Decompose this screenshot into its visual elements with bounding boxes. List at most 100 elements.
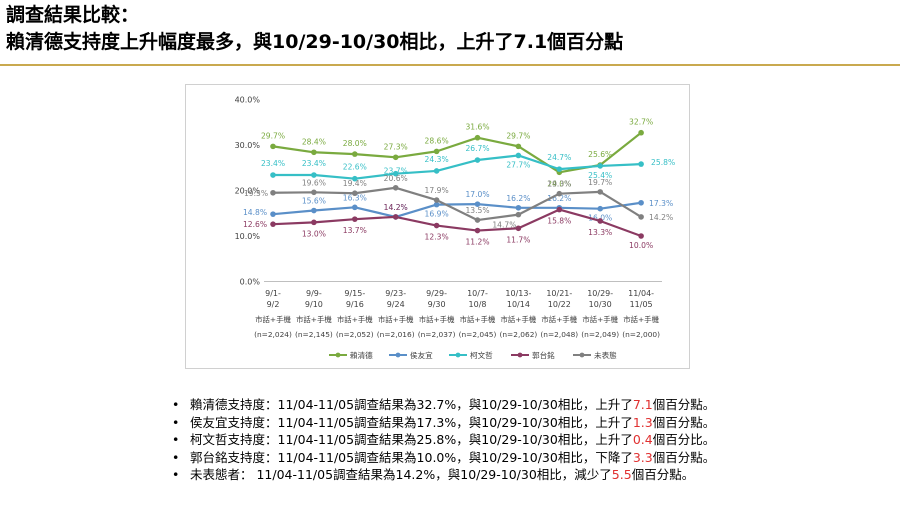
title-divider xyxy=(0,64,900,66)
series-line xyxy=(272,131,642,174)
data-label: 13.3% xyxy=(588,228,612,237)
data-label: 11.7% xyxy=(506,235,530,244)
data-point xyxy=(270,189,276,196)
title-line-1: 調查結果比較： xyxy=(6,4,140,26)
data-point xyxy=(311,207,317,214)
data-point xyxy=(392,154,399,161)
x-tick-label: 10/21- xyxy=(546,289,572,298)
x-tick-label: (n=2,048) xyxy=(540,330,578,339)
title-line-2: 賴清德支持度上升幅度最多，與10/29-10/30相比，上升了7.1個百分點 xyxy=(6,31,624,53)
data-label: 10.0% xyxy=(629,241,653,250)
x-tick-label: 市話+手機 xyxy=(460,315,496,324)
data-point xyxy=(638,214,644,220)
data-label: 13.5% xyxy=(465,206,489,215)
x-tick-label: 9/9- xyxy=(306,289,322,298)
data-label: 20.6% xyxy=(384,174,408,183)
x-tick-label: 市話+手機 xyxy=(623,315,659,324)
data-label: 19.6% xyxy=(302,178,326,187)
data-point xyxy=(556,166,563,172)
data-label: 29.7% xyxy=(506,131,530,140)
data-point xyxy=(474,157,481,163)
summary-text: 未表態者： 11/04-11/05調查結果為14.2%，與10/29-10/30… xyxy=(190,467,612,482)
series-line xyxy=(272,208,642,238)
data-point xyxy=(352,204,358,211)
data-label: 15.8% xyxy=(547,217,571,226)
summary-item: 侯友宜支持度：11/04-11/05調查結果為17.3%，與10/29-10/3… xyxy=(168,414,715,432)
y-tick-label: 40.0% xyxy=(235,96,261,105)
data-point xyxy=(392,214,399,220)
x-tick-label: 市話+手機 xyxy=(541,315,577,324)
data-label: 27.3% xyxy=(384,142,408,151)
data-label: 15.6% xyxy=(302,197,326,206)
data-label: 25.6% xyxy=(588,150,612,159)
series-line xyxy=(273,154,642,180)
x-tick-label: 10/22 xyxy=(548,300,571,309)
data-point xyxy=(515,143,522,150)
data-label: 13.7% xyxy=(343,226,367,235)
data-label: 27.7% xyxy=(506,160,530,169)
data-label: 17.3% xyxy=(649,199,673,208)
data-point xyxy=(311,219,317,226)
data-point xyxy=(597,189,603,195)
x-tick-label: 9/10 xyxy=(305,300,323,309)
data-point xyxy=(515,225,522,232)
x-tick-label: 市話+手機 xyxy=(582,315,618,324)
x-tick-label: (n=2,145) xyxy=(295,330,333,339)
data-point xyxy=(270,172,276,178)
data-point xyxy=(352,216,358,222)
data-label: 16.3% xyxy=(343,193,367,202)
x-tick-label: (n=2,045) xyxy=(459,330,497,339)
series-line xyxy=(272,186,642,222)
data-point xyxy=(270,221,276,227)
data-point xyxy=(474,134,481,141)
summary-suffix: 個百分點。 xyxy=(652,414,716,430)
data-point xyxy=(311,149,317,156)
data-label: 23.7% xyxy=(384,167,408,176)
data-point xyxy=(597,205,603,212)
data-point xyxy=(597,218,603,224)
data-label: 23.4% xyxy=(302,159,326,168)
x-tick-label: 9/23- xyxy=(385,289,406,298)
data-point xyxy=(474,217,481,223)
data-point xyxy=(270,211,276,217)
chart-panel: 0.0% 10.0% 20.0% 30.0% 40.0% 9/1- 9/2 市話+手機 (n=2… xyxy=(185,84,690,369)
summary-item: 賴清德支持度：11/04-11/05調查結果為32.7%，與10/29-10/3… xyxy=(168,396,715,414)
legend-marker xyxy=(517,352,523,358)
data-label: 32.7% xyxy=(629,118,653,127)
x-tick-label: 市話+手機 xyxy=(378,315,414,324)
data-label: 31.6% xyxy=(465,123,489,132)
x-tick-label: (n=2,049) xyxy=(581,330,619,339)
data-point xyxy=(392,184,399,191)
data-point xyxy=(433,148,440,155)
summary-suffix: 個百分點。 xyxy=(652,449,716,465)
x-tick-label: (n=2,037) xyxy=(418,330,456,339)
x-tick-label: 11/05 xyxy=(630,300,653,309)
data-label: 14.7% xyxy=(492,221,516,230)
x-tick-label: 9/30 xyxy=(428,300,446,309)
data-label: 14.8% xyxy=(243,208,267,217)
x-tick-label: 9/24 xyxy=(387,300,405,309)
data-label: 28.6% xyxy=(425,136,449,145)
summary-change: 3.3 xyxy=(632,449,653,465)
summary-change: 5.5 xyxy=(611,467,632,482)
data-label: 28.4% xyxy=(302,137,326,146)
data-label: 25.4% xyxy=(588,171,612,180)
data-label: 12.3% xyxy=(425,233,449,242)
page-title: 調查結果比較： 賴清德支持度上升幅度最多，與10/29-10/30相比，上升了7… xyxy=(6,2,623,56)
summary-change: 1.3 xyxy=(632,414,653,430)
x-tick-label: 9/16 xyxy=(346,300,364,309)
summary-text: 郭台銘支持度：11/04-11/05調查結果為10.0%，與10/29-10/3… xyxy=(190,449,633,465)
summary-suffix: 個百分點。 xyxy=(652,397,716,412)
data-point xyxy=(638,199,644,206)
summary-change: 0.4 xyxy=(632,432,653,447)
data-point xyxy=(433,197,440,203)
legend-marker xyxy=(395,352,401,358)
x-tick-label: (n=2,052) xyxy=(336,330,374,339)
summary-list: 賴清德支持度：11/04-11/05調查結果為32.7%，與10/29-10/3… xyxy=(168,396,715,484)
data-point xyxy=(433,222,440,229)
legend-marker xyxy=(579,352,585,358)
data-label: 16.2% xyxy=(506,194,530,203)
data-point xyxy=(474,201,481,207)
data-label: 17.9% xyxy=(425,186,449,195)
x-tick-label: 市話+手機 xyxy=(296,315,332,324)
